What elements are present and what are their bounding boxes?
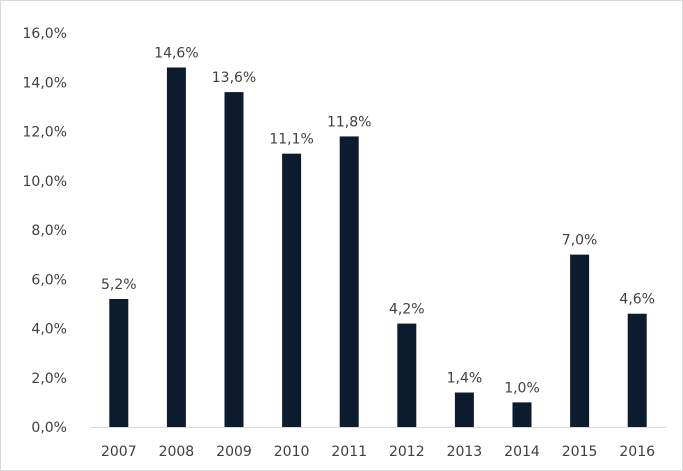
x-tick-label: 2010 bbox=[274, 444, 310, 460]
x-tick-label: 2012 bbox=[389, 444, 425, 460]
y-tick-label: 2,0% bbox=[31, 371, 67, 387]
x-tick-label: 2014 bbox=[504, 444, 540, 460]
bar bbox=[570, 254, 590, 427]
bars bbox=[109, 67, 647, 428]
y-tick-label: 6,0% bbox=[31, 272, 67, 288]
bar-data-label: 1,0% bbox=[504, 380, 540, 396]
bar-data-label: 11,8% bbox=[327, 114, 371, 130]
y-axis-tick-labels: 0,0% 2,0% 4,0% 6,0% 8,0% 10,0% 12,0% 14,0% 16,0% bbox=[23, 26, 67, 436]
bar-data-labels: 5,2% 14,6% 13,6% 11,1% 11,8% 4,2% 1,4% 1,0% 7,0%… bbox=[101, 45, 655, 396]
bar bbox=[282, 153, 302, 427]
bar-data-label: 1,4% bbox=[447, 371, 483, 387]
x-tick-label: 2009 bbox=[216, 444, 252, 460]
bar-data-label: 7,0% bbox=[562, 233, 598, 249]
y-tick-label: 4,0% bbox=[31, 322, 67, 338]
bar bbox=[512, 402, 532, 427]
x-tick-label: 2013 bbox=[447, 444, 483, 460]
y-tick-label: 10,0% bbox=[23, 174, 67, 190]
y-tick-label: 14,0% bbox=[23, 75, 67, 91]
bar bbox=[224, 92, 244, 427]
bar bbox=[627, 313, 647, 427]
bar-data-label: 11,1% bbox=[269, 132, 313, 148]
bar bbox=[109, 298, 129, 427]
x-tick-label: 2008 bbox=[159, 444, 195, 460]
y-tick-label: 16,0% bbox=[23, 26, 67, 42]
bar bbox=[166, 67, 186, 427]
bar bbox=[454, 392, 474, 427]
bar bbox=[339, 136, 359, 428]
x-tick-label: 2011 bbox=[331, 444, 367, 460]
x-tick-label: 2016 bbox=[619, 444, 655, 460]
x-axis-tick-labels: 2007 2008 2009 2010 2011 2012 2013 2014 2015 2016 bbox=[101, 444, 655, 460]
y-tick-label: 0,0% bbox=[31, 420, 67, 436]
x-tick-label: 2007 bbox=[101, 444, 137, 460]
bar-data-label: 14,6% bbox=[154, 45, 198, 61]
y-tick-label: 12,0% bbox=[23, 125, 67, 141]
bar-data-label: 4,2% bbox=[389, 302, 425, 318]
bar-data-label: 4,6% bbox=[619, 292, 655, 308]
bar-data-label: 5,2% bbox=[101, 277, 137, 293]
bar-data-label: 13,6% bbox=[212, 70, 256, 86]
y-tick-label: 8,0% bbox=[31, 223, 67, 239]
bar bbox=[397, 323, 417, 427]
x-tick-label: 2015 bbox=[562, 444, 598, 460]
